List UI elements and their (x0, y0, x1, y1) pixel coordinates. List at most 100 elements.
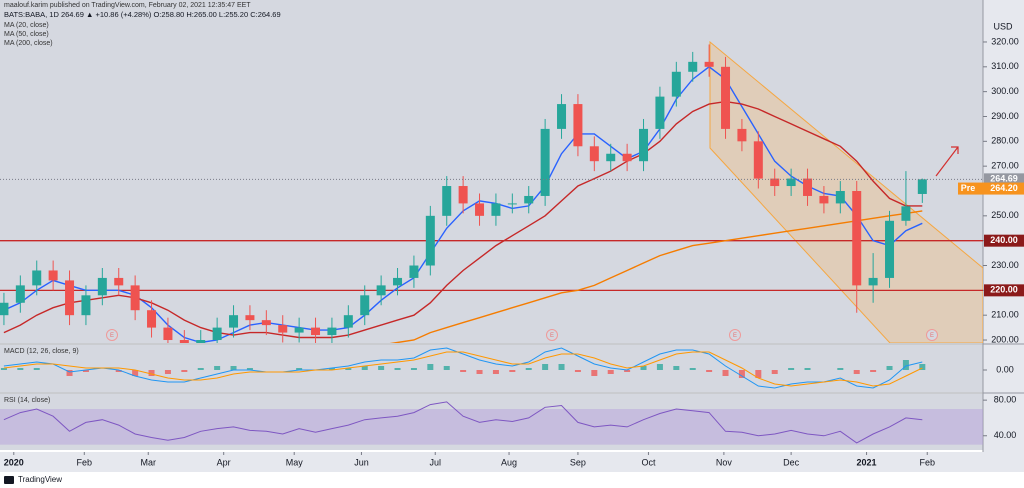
candle-body (0, 302, 9, 316)
macd-histogram-bar (164, 370, 171, 374)
legend-ma200: MA (200, close) (4, 40, 53, 47)
symbol-info: BATS:BABA, 1D 264.69 ▲ +10.86 (+4.28%) O… (4, 10, 281, 19)
candle-body (15, 285, 25, 303)
macd-histogram-bar (476, 370, 483, 374)
candle-body (442, 186, 452, 216)
candle-body (425, 215, 435, 266)
candle-body (639, 128, 649, 162)
macd-histogram-bar (378, 366, 385, 370)
rsi-line (3, 401, 923, 444)
macd-histogram-bar (738, 370, 745, 378)
candle-body (524, 195, 534, 204)
logo-text: TradingView (18, 475, 62, 484)
arrow (935, 146, 959, 177)
last-price-tag (984, 173, 1024, 186)
legend-ma50: MA (50, close) (4, 31, 49, 38)
macd-line (3, 347, 923, 389)
trend-channel (709, 40, 983, 343)
macd-histogram-bar (17, 368, 24, 370)
macd-histogram-bar (755, 370, 762, 378)
level-tag (984, 284, 1024, 297)
candle-body (835, 190, 845, 204)
candle-body (261, 320, 271, 326)
x-tick-label: 2021 (857, 457, 877, 467)
candle-body (721, 66, 731, 129)
drawings (709, 40, 983, 343)
level-label: 240.00 (990, 235, 1018, 245)
candle-body (65, 280, 75, 316)
x-tick-label: Feb (919, 457, 935, 467)
candle-body (901, 206, 911, 221)
y-tick-label: 80.00 (994, 395, 1017, 405)
candle-body (81, 295, 91, 316)
candle-body (852, 190, 862, 286)
macd-histogram-bar (591, 370, 598, 376)
y-tick-label: 280.00 (991, 136, 1019, 146)
macd-histogram-bar (410, 368, 417, 370)
x-tick-label: 2020 (4, 457, 24, 467)
candle-body (868, 277, 878, 286)
level-tag (984, 234, 1024, 247)
macd-histogram-bar (509, 370, 516, 372)
earnings-label: E (930, 333, 934, 339)
macd-histogram-bar (460, 370, 467, 372)
candle-body (114, 277, 124, 286)
candle-body (196, 340, 206, 343)
candle-body (229, 315, 239, 328)
earnings-label: E (733, 333, 737, 339)
macd-histogram-bar (919, 364, 926, 370)
axes: 200.00210.00220.00230.00240.00250.00260.… (4, 36, 1024, 467)
candle-body (622, 153, 632, 162)
macd-histogram-bar (394, 368, 401, 370)
level-label: 220.00 (990, 285, 1018, 295)
time-axis (0, 452, 1024, 472)
macd-histogram-bar (361, 366, 368, 370)
y-tick-label: 300.00 (991, 86, 1019, 96)
macd-plot (0, 347, 926, 389)
pre-price-tag (958, 182, 1024, 195)
macd-histogram-bar (886, 366, 893, 370)
x-tick-label: May (286, 457, 304, 467)
candle-body (606, 153, 616, 162)
x-tick-label: Dec (783, 457, 800, 467)
candle-body (475, 203, 485, 216)
x-tick-label: Nov (716, 457, 733, 467)
x-tick-label: Aug (501, 457, 517, 467)
macd-histogram-bar (640, 366, 647, 370)
candle-body (294, 327, 304, 333)
arrow-head (951, 146, 959, 154)
y-tick-label: 310.00 (991, 61, 1019, 71)
candle-body (589, 146, 599, 162)
y-tick-label: 40.00 (994, 430, 1017, 440)
macd-histogram-bar (542, 364, 549, 370)
macd-histogram-bar (525, 368, 532, 370)
earnings-label: E (110, 333, 114, 339)
rsi-label: RSI (14, close) (4, 397, 50, 404)
macd-histogram-bar (33, 368, 40, 370)
candle-body (163, 327, 173, 341)
macd-histogram-bar (558, 364, 565, 370)
candle-body (819, 195, 829, 204)
candle-body (97, 277, 107, 296)
macd-histogram-bar (607, 370, 614, 374)
logo-icon (4, 476, 14, 484)
candle-body (245, 315, 255, 321)
macd-histogram-bar (689, 368, 696, 370)
macd-histogram-bar (722, 370, 729, 376)
macd-histogram-bar (837, 368, 844, 370)
price-pane (0, 0, 983, 343)
candle-body (491, 203, 501, 216)
macd-histogram-bar (115, 370, 122, 372)
candle-body (540, 128, 550, 196)
earnings-marker (729, 329, 741, 341)
candle-body (557, 104, 567, 129)
rsi-plot (0, 401, 983, 445)
macd-label: MACD (12, 26, close, 9) (4, 348, 79, 355)
publisher: maalouf.karim published on TradingView.c… (4, 2, 251, 9)
pre-price-label: 264.20 (990, 183, 1018, 193)
candle-body (311, 327, 321, 336)
candle-body (737, 128, 747, 142)
macd-histogram-bar (66, 370, 73, 376)
macd-histogram-bar (148, 370, 155, 376)
